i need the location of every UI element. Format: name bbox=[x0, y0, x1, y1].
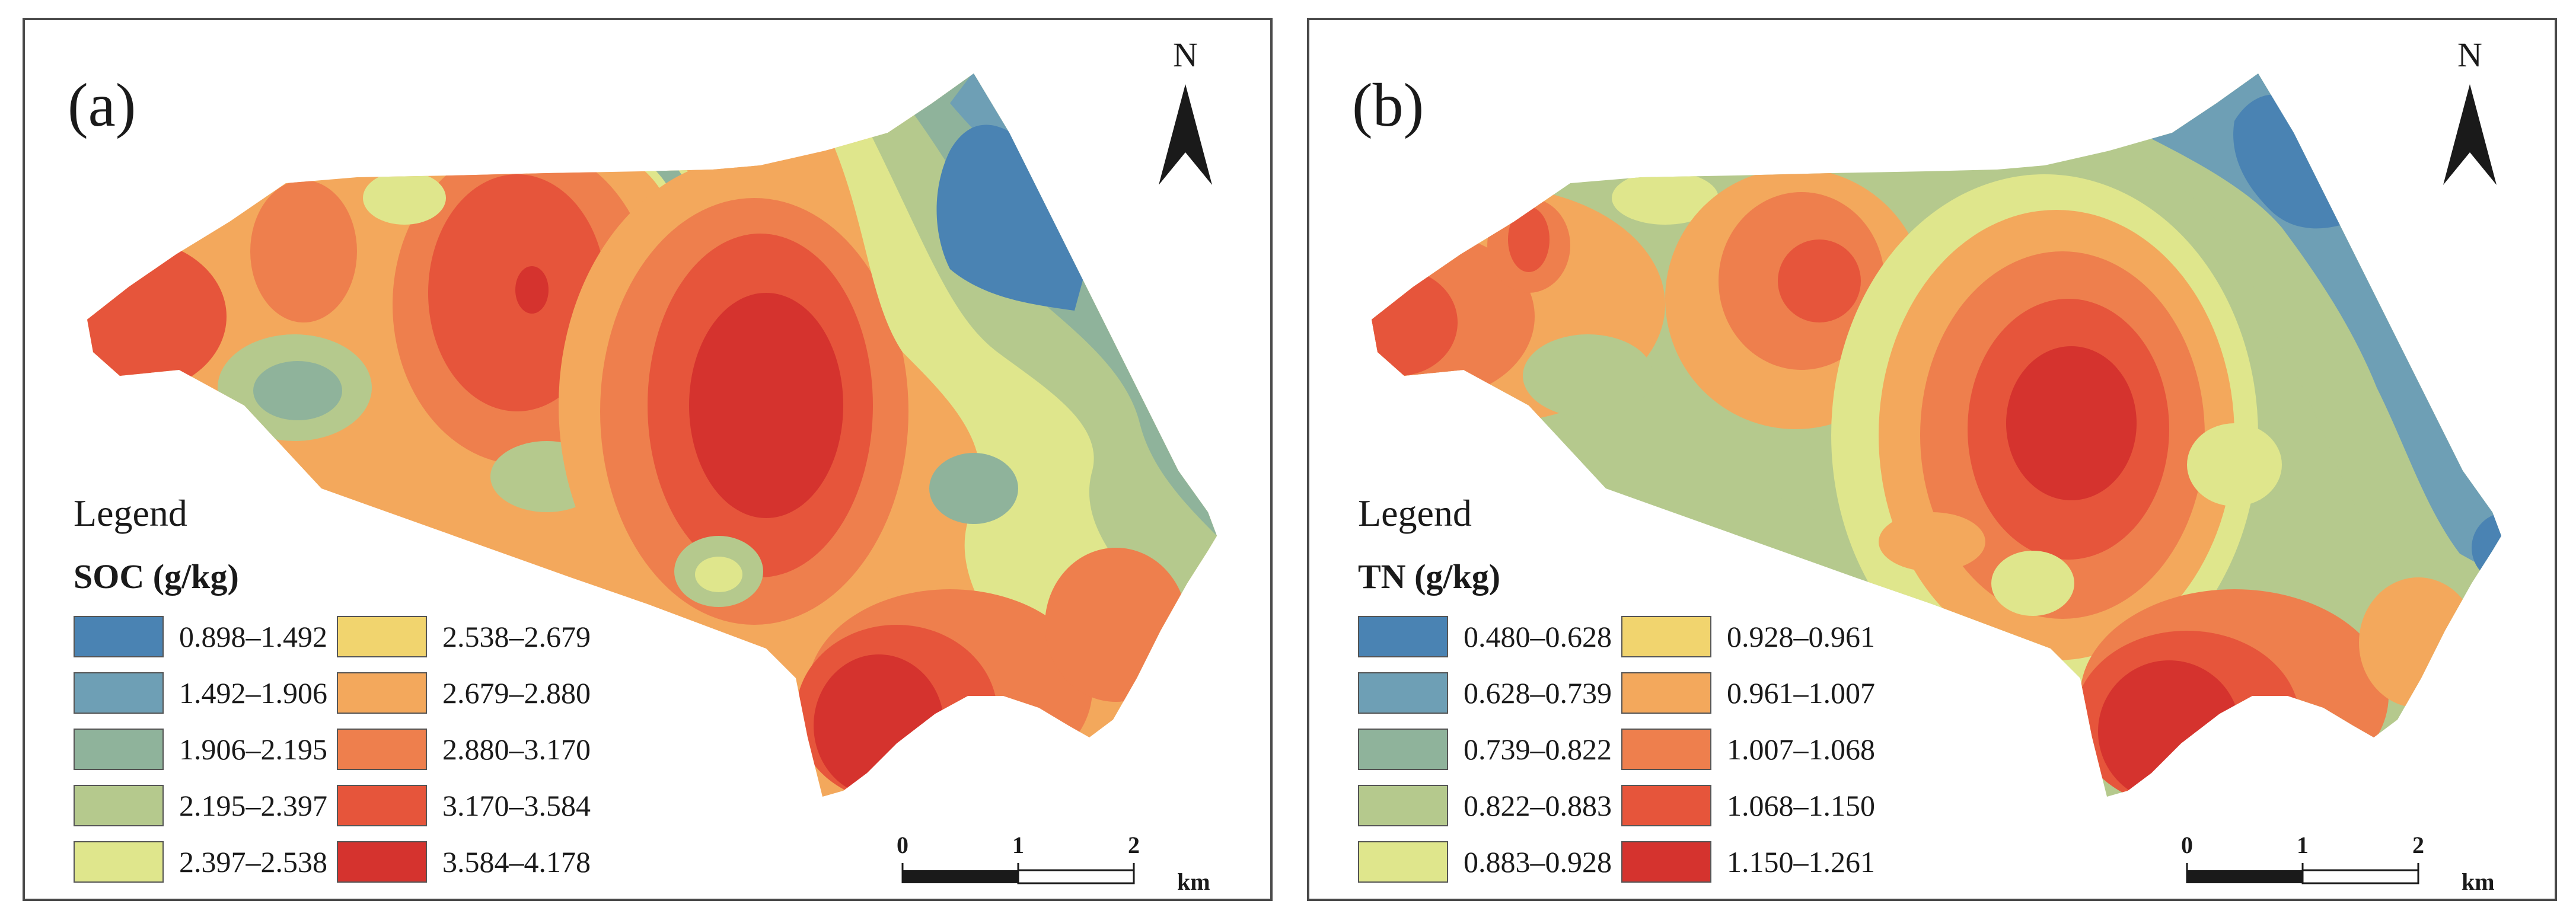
legend-swatch bbox=[1621, 616, 1711, 657]
legend-item: 1.492–1.906 bbox=[74, 672, 327, 714]
legend-item: 0.822–0.883 bbox=[1358, 785, 1612, 826]
legend-swatch bbox=[337, 841, 427, 883]
legend-range: 2.880–3.170 bbox=[442, 733, 591, 766]
legend-item: 0.898–1.492 bbox=[74, 616, 327, 657]
scale-unit: km bbox=[1177, 868, 1210, 895]
legend-range: 1.906–2.195 bbox=[179, 733, 327, 766]
legend-range: 3.584–4.178 bbox=[442, 845, 591, 879]
legend-range: 0.928–0.961 bbox=[1727, 620, 1875, 653]
legend-item: 2.679–2.880 bbox=[337, 672, 591, 714]
legend-item: 3.170–3.584 bbox=[337, 785, 591, 826]
legend-range: 1.150–1.261 bbox=[1727, 845, 1875, 879]
scale-tick-label: 2 bbox=[1128, 832, 1140, 858]
north-arrow: N bbox=[2437, 38, 2502, 186]
legend-range: 3.170–3.584 bbox=[442, 789, 591, 822]
legend-item: 2.538–2.679 bbox=[337, 616, 591, 657]
legend-range: 0.898–1.492 bbox=[179, 620, 327, 653]
legend-item: 0.961–1.007 bbox=[1621, 672, 1875, 714]
legend-range: 2.679–2.880 bbox=[442, 676, 591, 710]
legend-swatch bbox=[74, 672, 164, 714]
legend-title: Legend bbox=[74, 492, 187, 534]
tn-surface bbox=[1372, 74, 2501, 797]
legend-swatch bbox=[337, 672, 427, 714]
scale-unit: km bbox=[2462, 868, 2495, 895]
legend-item: 0.480–0.628 bbox=[1358, 616, 1612, 657]
legend-variable: TN (g/kg) bbox=[1358, 557, 1501, 596]
legend-item: 0.628–0.739 bbox=[1358, 672, 1612, 714]
north-arrow-icon bbox=[1159, 84, 1212, 185]
legend-range: 2.538–2.679 bbox=[442, 620, 591, 653]
map-panel-b: (b) N Legend TN (g/kg) 0.480–0.628 0.628… bbox=[1307, 18, 2557, 901]
legend-item: 1.068–1.150 bbox=[1621, 785, 1875, 826]
north-arrow-icon bbox=[2443, 84, 2497, 185]
legend-range: 1.492–1.906 bbox=[179, 676, 327, 710]
legend-item: 0.739–0.822 bbox=[1358, 729, 1612, 770]
north-arrow: N bbox=[1153, 38, 1218, 186]
legend-item: 2.397–2.538 bbox=[74, 841, 327, 883]
panel-label: (a) bbox=[68, 71, 136, 139]
legend-swatch bbox=[337, 729, 427, 770]
scale-bar-graphic bbox=[901, 863, 1135, 884]
legend-swatch bbox=[1621, 729, 1711, 770]
legend-swatch bbox=[1358, 729, 1448, 770]
legend-swatch bbox=[1358, 841, 1448, 883]
legend-swatch bbox=[1358, 616, 1448, 657]
legend-item: 2.195–2.397 bbox=[74, 785, 327, 826]
north-label: N bbox=[1173, 36, 1198, 74]
legend-swatch bbox=[1358, 785, 1448, 826]
legend-item: 1.150–1.261 bbox=[1621, 841, 1875, 883]
legend-swatch bbox=[1621, 785, 1711, 826]
legend-range: 2.397–2.538 bbox=[179, 845, 327, 879]
legend-range: 0.628–0.739 bbox=[1464, 676, 1612, 710]
scale-bar-graphic bbox=[2186, 863, 2419, 884]
scale-tick-label: 2 bbox=[2412, 832, 2424, 858]
legend-swatch bbox=[74, 729, 164, 770]
north-label: N bbox=[2457, 36, 2482, 74]
legend-swatch bbox=[337, 785, 427, 826]
legend-swatch bbox=[1621, 672, 1711, 714]
legend-swatch bbox=[74, 841, 164, 883]
legend-range: 1.007–1.068 bbox=[1727, 733, 1875, 766]
panel-label: (b) bbox=[1352, 71, 1424, 139]
legend-item: 1.906–2.195 bbox=[74, 729, 327, 770]
legend-range: 1.068–1.150 bbox=[1727, 789, 1875, 822]
legend-range: 2.195–2.397 bbox=[179, 789, 327, 822]
scale-bar: 0 1 2 km bbox=[2178, 833, 2510, 899]
legend-range: 0.480–0.628 bbox=[1464, 620, 1612, 653]
legend-swatch bbox=[74, 616, 164, 657]
legend-swatch bbox=[1621, 841, 1711, 883]
legend-swatch bbox=[74, 785, 164, 826]
legend-range: 0.822–0.883 bbox=[1464, 789, 1612, 822]
legend-swatch bbox=[1358, 672, 1448, 714]
legend-variable: SOC (g/kg) bbox=[74, 557, 239, 596]
legend-range: 0.883–0.928 bbox=[1464, 845, 1612, 879]
scale-bar: 0 1 2 km bbox=[894, 833, 1226, 899]
legend-item: 3.584–4.178 bbox=[337, 841, 591, 883]
legend-swatch bbox=[337, 616, 427, 657]
scale-tick-label: 1 bbox=[1012, 832, 1024, 858]
scale-tick-label: 1 bbox=[2297, 832, 2309, 858]
legend-item: 0.928–0.961 bbox=[1621, 616, 1875, 657]
legend-range: 0.739–0.822 bbox=[1464, 733, 1612, 766]
soc-map bbox=[87, 74, 1217, 797]
legend-item: 2.880–3.170 bbox=[337, 729, 591, 770]
legend-item: 1.007–1.068 bbox=[1621, 729, 1875, 770]
scale-tick-label: 0 bbox=[2181, 832, 2193, 858]
map-panel-a: (a) N Legend SOC (g/kg) 0.898–1.492 1.49… bbox=[23, 18, 1273, 901]
scale-tick-label: 0 bbox=[897, 832, 908, 858]
legend-item: 0.883–0.928 bbox=[1358, 841, 1612, 883]
tn-map bbox=[1372, 74, 2501, 797]
legend-title: Legend bbox=[1358, 492, 1472, 534]
legend-range: 0.961–1.007 bbox=[1727, 676, 1875, 710]
